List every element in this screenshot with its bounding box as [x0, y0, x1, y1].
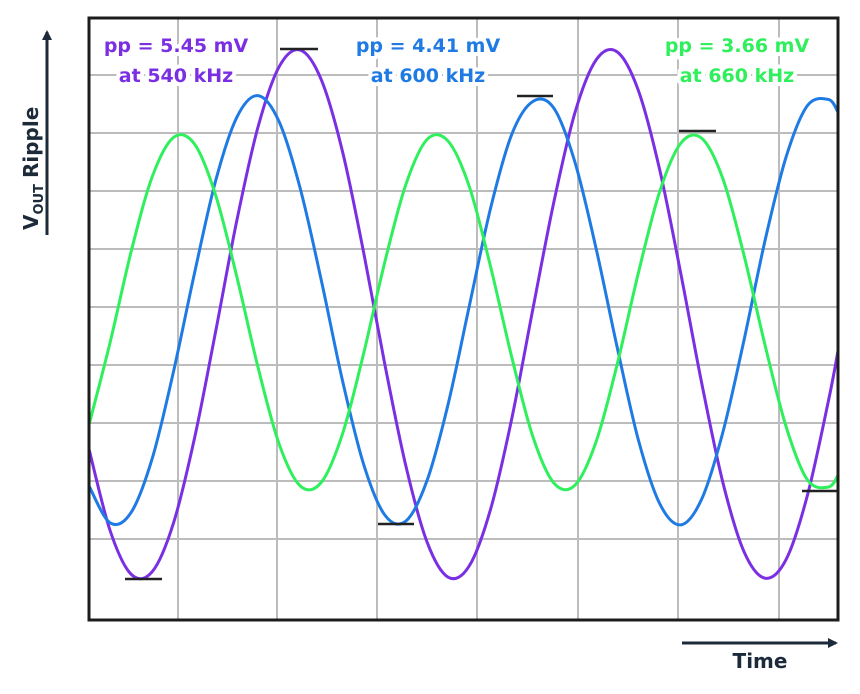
ripple-curve	[89, 94, 838, 527]
series-label: pp = 3.66 mV	[665, 35, 810, 57]
y-label-main: V	[19, 214, 43, 230]
ripple-curve	[89, 48, 838, 581]
series-frequency: at 540 kHz	[119, 65, 233, 87]
curves	[89, 48, 838, 581]
series-label: pp = 4.41 mV	[356, 35, 501, 57]
series-label: pp = 5.45 mV	[104, 35, 249, 57]
series-frequency: at 600 kHz	[371, 65, 485, 87]
peak-markers	[125, 47, 838, 581]
grid	[89, 18, 838, 620]
series-frequency: at 660 kHz	[680, 65, 794, 87]
annotations: pp = 5.45 mV at 540 kHz pp = 4.41 mV at 600…	[100, 31, 814, 91]
ripple-curve	[89, 133, 838, 492]
y-label-sub: OUT	[32, 184, 47, 215]
y-label-rest: Ripple	[19, 107, 43, 178]
x-axis-label: Time	[733, 649, 788, 673]
y-axis-label: VOUT Ripple	[19, 107, 47, 230]
plot-frame	[87, 16, 840, 622]
